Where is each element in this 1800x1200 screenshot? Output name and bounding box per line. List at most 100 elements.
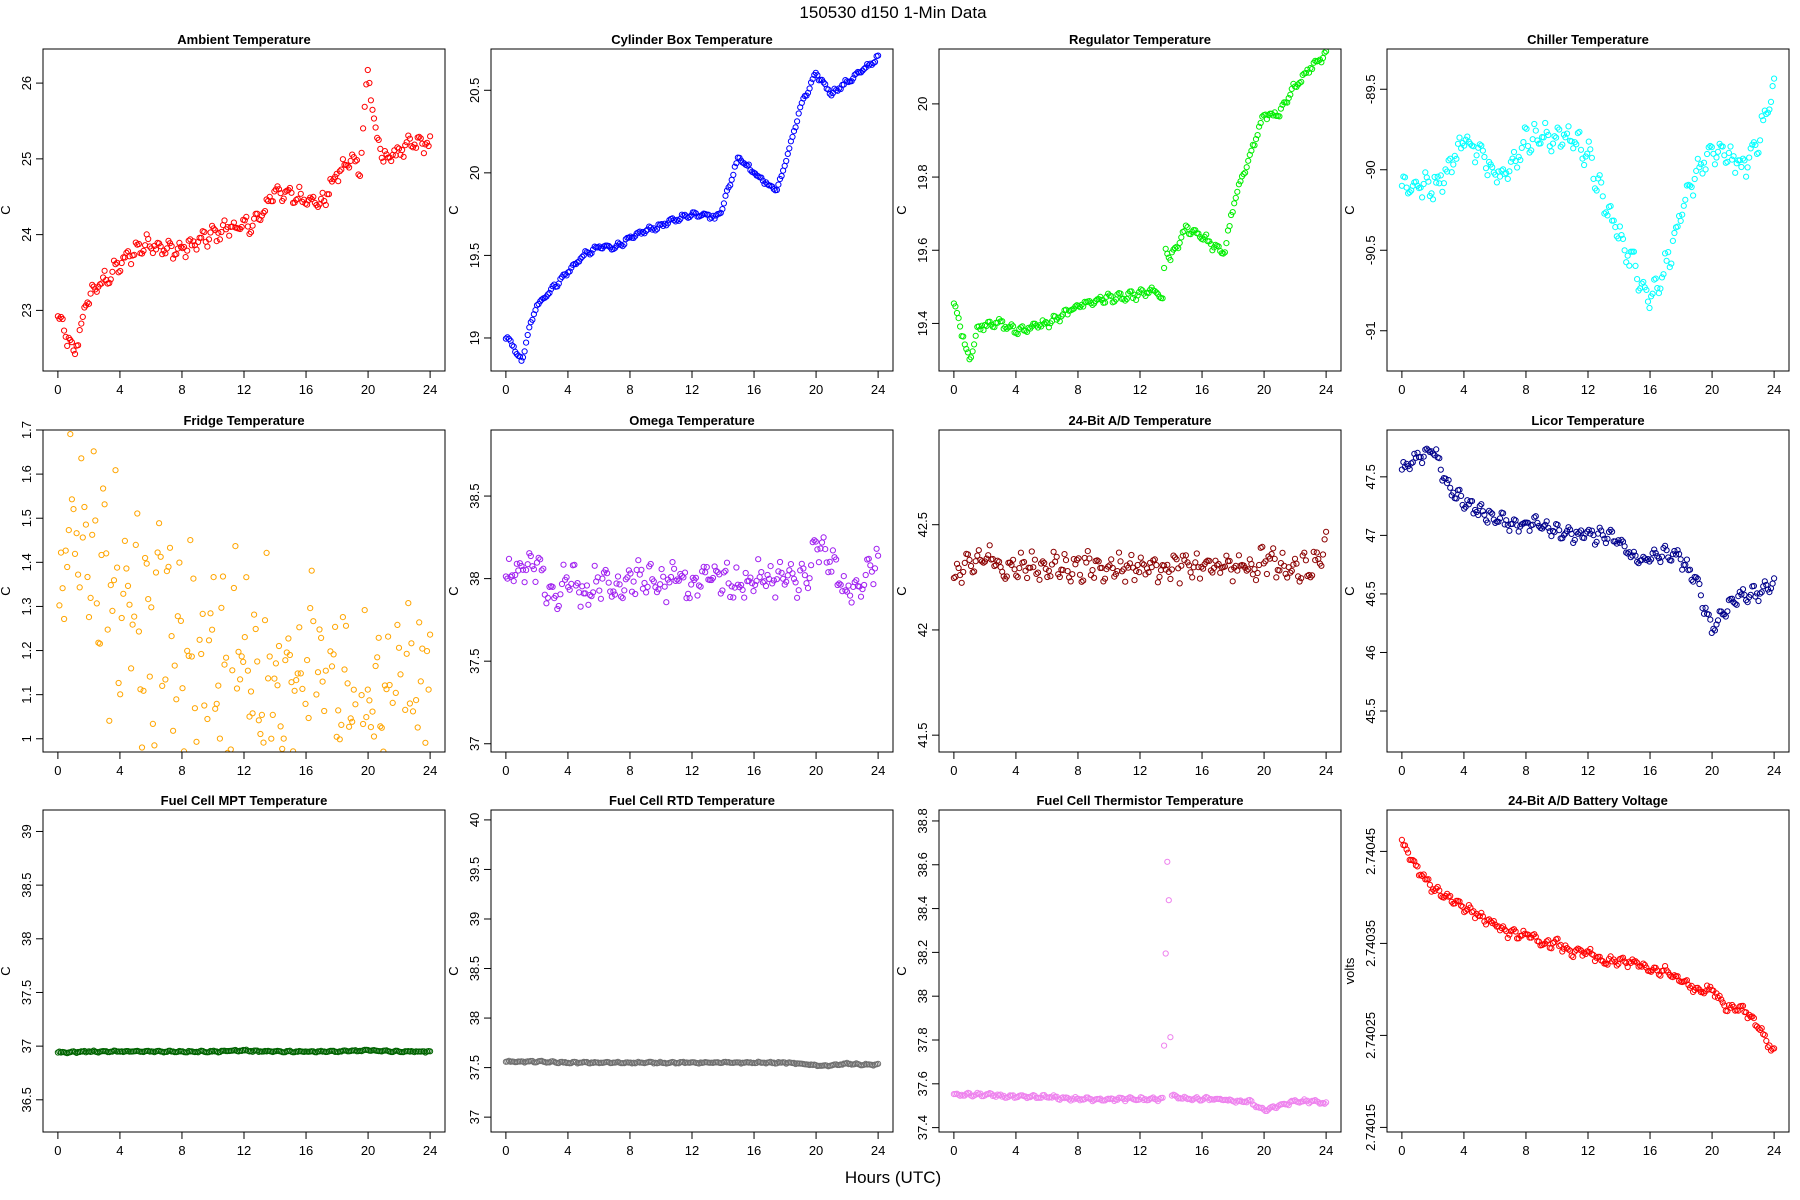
data-point [1109, 564, 1116, 572]
data-point [1151, 556, 1158, 563]
data-point [1714, 617, 1722, 624]
series-points [1398, 445, 1778, 637]
data-point [605, 579, 612, 586]
data-point [950, 300, 958, 307]
data-point [190, 575, 197, 582]
x-tick-label: 8 [626, 763, 633, 778]
data-point [1559, 535, 1566, 542]
data-point [1618, 232, 1625, 239]
data-point [1549, 527, 1557, 535]
data-point [302, 700, 309, 708]
data-point [723, 187, 731, 194]
data-point [1657, 558, 1664, 566]
data-point [1097, 293, 1104, 300]
data-point [1433, 885, 1440, 892]
data-point [667, 573, 675, 581]
x-tick-label: 4 [564, 763, 571, 778]
data-point [1042, 565, 1049, 573]
data-point [811, 537, 818, 544]
data-point [1245, 566, 1252, 573]
data-point [1487, 918, 1494, 925]
data-point [728, 583, 735, 590]
data-point [1274, 1103, 1281, 1110]
data-point [1243, 567, 1250, 574]
data-point [241, 217, 248, 224]
data-point [1478, 501, 1485, 508]
data-point [1478, 909, 1485, 917]
x-tick-label: 0 [1398, 763, 1405, 778]
x-tick-label: 12 [237, 382, 251, 397]
data-point [719, 206, 726, 213]
data-point [149, 249, 156, 257]
data-point [1484, 519, 1491, 526]
x-tick-label: 12 [1133, 382, 1147, 397]
data-point [1285, 95, 1292, 102]
data-point [241, 634, 248, 641]
data-point [423, 139, 431, 146]
data-point [388, 157, 395, 165]
data-point [1545, 524, 1552, 531]
y-tick-label: 38.2 [915, 940, 930, 965]
data-point [244, 667, 251, 674]
data-point [1739, 155, 1747, 162]
data-point [1229, 209, 1236, 216]
data-point [1501, 926, 1508, 933]
data-point [1401, 174, 1409, 181]
data-point [412, 785, 417, 790]
data-point [90, 448, 97, 455]
data-point [1595, 175, 1602, 182]
data-point [1184, 224, 1191, 231]
data-point [991, 562, 998, 570]
data-point [1771, 575, 1778, 582]
data-point [370, 115, 378, 122]
data-point [1450, 489, 1457, 496]
data-point [1520, 139, 1527, 146]
data-point [1302, 557, 1310, 564]
data-point [1489, 919, 1496, 927]
data-point [422, 141, 429, 148]
data-point [980, 559, 987, 566]
data-point [1078, 578, 1085, 585]
data-point [183, 757, 188, 762]
data-point [1481, 153, 1488, 161]
data-point [81, 503, 88, 511]
data-point [218, 604, 225, 611]
data-point [1223, 552, 1230, 559]
data-point [1131, 577, 1138, 584]
data-point [756, 574, 763, 581]
data-point [540, 565, 547, 572]
data-point [1456, 486, 1463, 493]
data-point [1747, 145, 1754, 152]
data-point [1624, 963, 1631, 971]
data-point [282, 188, 289, 195]
data-point [1482, 921, 1490, 928]
data-point [1450, 161, 1457, 168]
data-point [969, 348, 976, 355]
data-point [1409, 857, 1416, 864]
data-point [1682, 196, 1689, 203]
data-point [630, 578, 637, 585]
data-point [1033, 570, 1040, 578]
data-point [850, 75, 857, 82]
data-point [71, 550, 79, 558]
data-point [195, 238, 202, 246]
data-point [532, 578, 539, 586]
data-point [1677, 556, 1684, 563]
data-point [1459, 501, 1466, 509]
data-point [335, 178, 342, 185]
data-point [1607, 203, 1614, 210]
data-point [1682, 561, 1689, 569]
data-point [1291, 1097, 1299, 1104]
data-point [1534, 519, 1541, 527]
y-tick-label: 36.5 [19, 1087, 34, 1112]
data-point [168, 242, 175, 250]
data-point [369, 708, 376, 715]
data-point [1623, 259, 1630, 266]
data-point [366, 697, 373, 704]
data-point [79, 313, 86, 320]
data-point [1662, 250, 1669, 257]
data-point [711, 215, 718, 222]
y-tick-label: 39 [467, 912, 482, 926]
data-point [297, 670, 304, 677]
data-point [1453, 155, 1460, 162]
